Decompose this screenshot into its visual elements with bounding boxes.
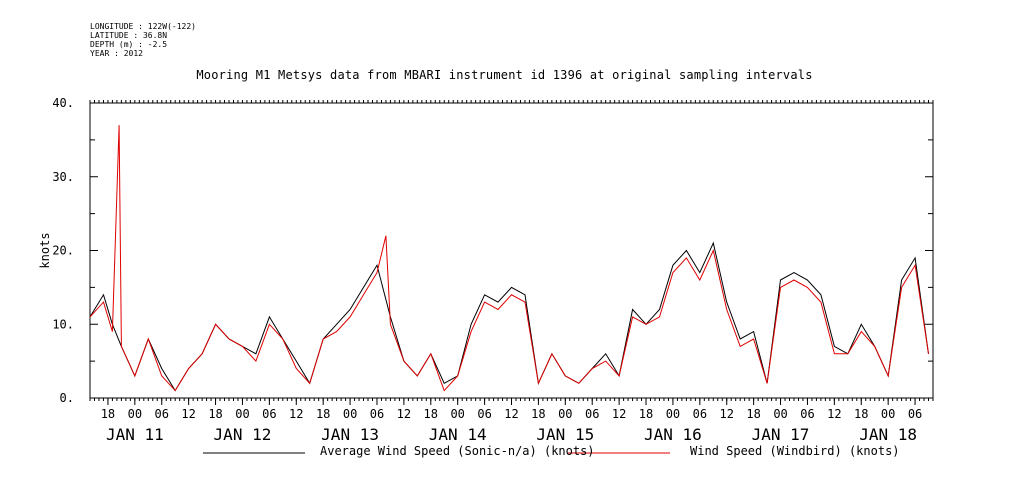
x-hour-label: 12 — [720, 407, 734, 421]
x-hour-label: 00 — [128, 407, 142, 421]
x-hour-label: 00 — [558, 407, 572, 421]
x-hour-label: 18 — [424, 407, 438, 421]
legend-average-label: Average Wind Speed (Sonic-n/a) (knots) — [320, 444, 595, 458]
x-hour-label: 18 — [208, 407, 222, 421]
x-hour-label: 00 — [881, 407, 895, 421]
x-hour-label: 12 — [612, 407, 626, 421]
x-hour-label: 12 — [504, 407, 518, 421]
x-hour-label: 18 — [316, 407, 330, 421]
x-day-label: JAN 15 — [536, 425, 594, 444]
x-day-label: JAN 17 — [752, 425, 810, 444]
x-hour-label: 18 — [101, 407, 115, 421]
y-tick-label: 0. — [60, 391, 74, 405]
x-hour-label: 12 — [827, 407, 841, 421]
x-hour-label: 06 — [262, 407, 276, 421]
x-day-label: JAN 13 — [321, 425, 379, 444]
y-tick-label: 40. — [52, 96, 74, 110]
x-day-label: JAN 14 — [429, 425, 487, 444]
y-axis-label: knots — [38, 232, 52, 268]
x-hour-label: 06 — [908, 407, 922, 421]
x-hour-label: 12 — [397, 407, 411, 421]
legend-windbird-label: Wind Speed (Windbird) (knots) — [690, 444, 900, 458]
x-day-label: JAN 18 — [859, 425, 917, 444]
x-hour-label: 00 — [343, 407, 357, 421]
y-tick-label: 20. — [52, 244, 74, 258]
series-line-average — [89, 241, 929, 392]
x-hour-label: 06 — [693, 407, 707, 421]
y-tick-label: 10. — [52, 317, 74, 331]
y-tick-label: 30. — [52, 170, 74, 184]
x-day-label: JAN 12 — [214, 425, 272, 444]
x-hour-label: 18 — [746, 407, 760, 421]
year-label: YEAR : 2012 — [90, 49, 143, 58]
x-hour-label: 00 — [450, 407, 464, 421]
chart-title: Mooring M1 Metsys data from MBARI instru… — [196, 68, 813, 82]
x-hour-label: 18 — [531, 407, 545, 421]
x-hour-label: 06 — [477, 407, 491, 421]
x-hour-label: 18 — [854, 407, 868, 421]
x-hour-label: 00 — [773, 407, 787, 421]
x-hour-label: 06 — [370, 407, 384, 421]
header-metadata: LONGITUDE : 122W(-122) LATITUDE : 36.8N … — [90, 22, 196, 58]
x-hour-label: 06 — [585, 407, 599, 421]
x-day-label: JAN 11 — [106, 425, 164, 444]
x-hour-label: 18 — [639, 407, 653, 421]
x-hour-label: 06 — [800, 407, 814, 421]
longitude-label: LONGITUDE : 122W(-122) — [90, 22, 196, 31]
x-hour-label: 12 — [289, 407, 303, 421]
latitude-label: LATITUDE : 36.8N — [90, 31, 168, 40]
plot-frame — [89, 102, 934, 399]
series-line-windbird — [89, 125, 929, 392]
depth-label: DEPTH (m) : -2.5 — [90, 40, 168, 49]
x-hour-label: 00 — [666, 407, 680, 421]
x-hour-label: 12 — [181, 407, 195, 421]
x-day-label: JAN 16 — [644, 425, 702, 444]
x-hour-label: 00 — [235, 407, 249, 421]
x-hour-label: 06 — [155, 407, 169, 421]
